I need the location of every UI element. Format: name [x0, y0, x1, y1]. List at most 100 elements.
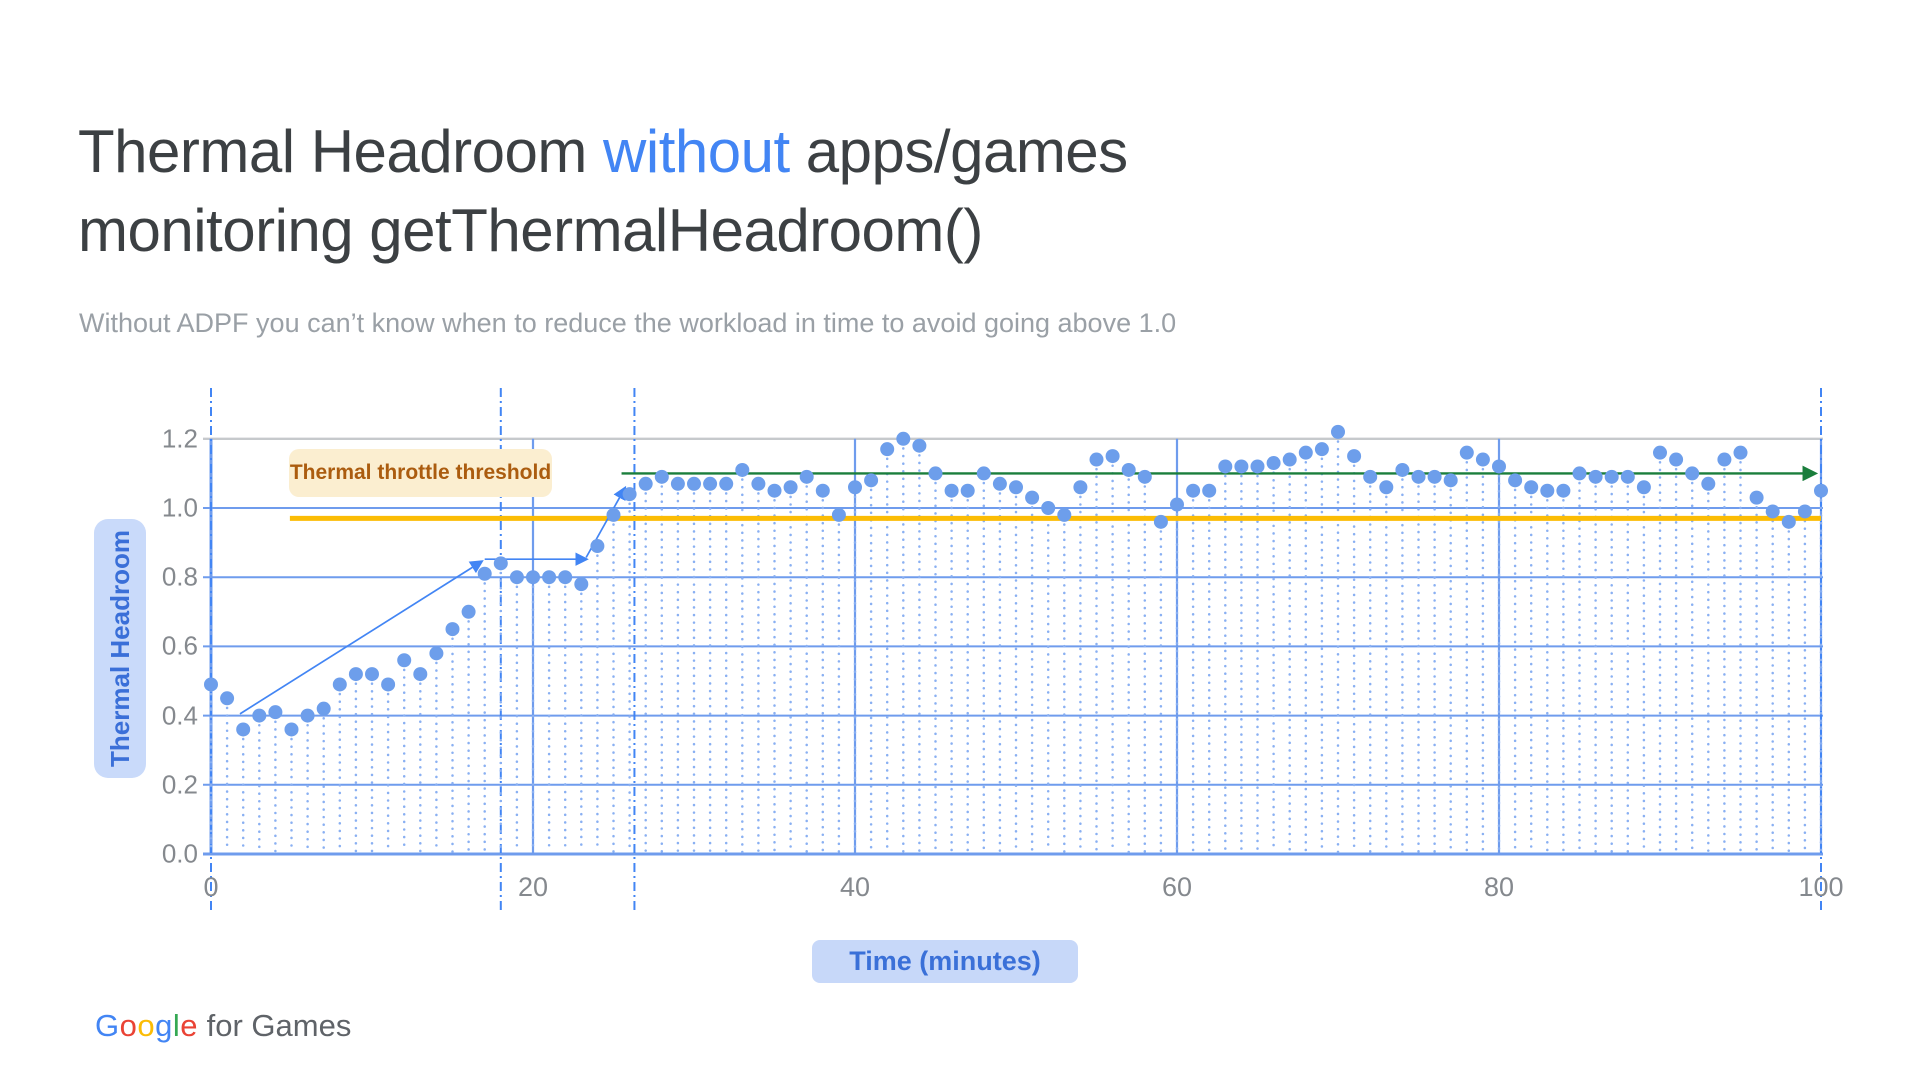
data-point [751, 476, 766, 491]
title-line-2: monitoring getThermalHeadroom() [78, 197, 983, 264]
data-point [284, 722, 299, 737]
data-point [1121, 462, 1136, 477]
x-tick-0: 0 [203, 872, 219, 902]
data-point [1347, 449, 1362, 464]
horizontal-gridlines [203, 437, 1823, 856]
data-point [1588, 469, 1603, 484]
data-point [1363, 469, 1378, 484]
logo-letter: o [137, 1008, 156, 1043]
data-point [1170, 497, 1184, 512]
data-point [1009, 480, 1023, 495]
logo-suffix: for Games [198, 1008, 352, 1043]
data-point [1733, 445, 1748, 460]
data-point [831, 507, 846, 522]
data-point [477, 566, 492, 581]
data-point [1524, 480, 1539, 495]
data-point [558, 570, 573, 585]
data-point [1057, 507, 1072, 522]
logo-letter: G [95, 1008, 120, 1043]
data-point [896, 431, 911, 446]
x-tick-40: 40 [839, 872, 871, 902]
data-point [1620, 469, 1635, 484]
data-point [574, 577, 589, 592]
data-point [1282, 452, 1297, 467]
data-point [236, 722, 251, 737]
data-point [493, 556, 508, 571]
data-point [300, 708, 315, 723]
logo-letter: o [119, 1008, 138, 1043]
data-point [638, 476, 653, 491]
data-point [1572, 466, 1587, 481]
y-axis-label: Thermal Headroom [104, 530, 135, 767]
data-point [864, 473, 879, 488]
logo-letter: g [155, 1008, 173, 1043]
data-point [1089, 452, 1104, 467]
data-point [220, 691, 235, 706]
data-point [1475, 452, 1490, 467]
data-point [1653, 445, 1667, 460]
data-point [848, 480, 862, 495]
subtitle: Without ADPF you can’t know when to redu… [79, 308, 1177, 338]
data-point [928, 466, 943, 481]
data-point [1298, 445, 1313, 460]
data-point [204, 677, 218, 692]
y-tick-0.2: 0.2 [161, 769, 198, 800]
data-point [413, 667, 428, 682]
logo-letter: e [180, 1008, 199, 1043]
data-point [1395, 462, 1410, 477]
data-point [1508, 473, 1523, 488]
data-point [1749, 490, 1764, 505]
data-point [735, 462, 750, 477]
data-point [1234, 459, 1249, 474]
x-tick-60: 60 [1161, 872, 1193, 902]
data-point [1025, 490, 1040, 505]
data-point [1427, 469, 1442, 484]
data-point [461, 604, 476, 619]
y-axis-label-badge: Thermal Headroom [94, 519, 146, 778]
data-point [912, 438, 927, 453]
data-point [365, 667, 379, 682]
data-point [252, 708, 267, 723]
y-tick-0.0: 0.0 [161, 838, 198, 869]
title-text-2: apps/games [789, 118, 1128, 185]
data-point [509, 570, 524, 585]
data-point [1153, 514, 1168, 529]
data-point [1331, 424, 1345, 439]
title-highlight: without [603, 118, 790, 185]
threshold-label-badge: Thermal throttle threshold [289, 449, 552, 497]
data-point [815, 483, 830, 498]
data-point [1041, 501, 1056, 515]
data-point [316, 701, 331, 716]
data-point [397, 653, 412, 668]
data-point [687, 476, 701, 491]
data-point [1266, 456, 1281, 471]
data-point [381, 677, 396, 692]
data-point [767, 483, 782, 498]
title-text: Thermal Headroom [78, 118, 604, 185]
data-point [799, 469, 814, 484]
x-axis-label-badge: Time (minutes) [812, 940, 1078, 983]
data-point [268, 705, 283, 720]
data-point [1797, 504, 1812, 519]
data-point [944, 483, 959, 498]
data-point [1443, 473, 1458, 488]
data-point [1636, 480, 1651, 495]
data-point [542, 570, 557, 585]
data-point [429, 646, 444, 661]
data-point [590, 539, 605, 554]
data-point [1411, 469, 1426, 484]
google-for-games-logo: Google for Games [95, 1008, 351, 1044]
google-logo: Google [95, 1008, 198, 1043]
data-point [1459, 445, 1474, 460]
data-point [1492, 459, 1506, 474]
logo-letter: l [172, 1008, 181, 1043]
data-point [880, 442, 895, 457]
data-point [332, 677, 347, 692]
y-tick-0.8: 0.8 [161, 561, 198, 592]
trend-arrow-1 [239, 560, 484, 715]
x-tick-20: 20 [517, 872, 549, 902]
data-point [1717, 452, 1732, 467]
data-point [445, 622, 460, 637]
data-point [670, 476, 685, 491]
